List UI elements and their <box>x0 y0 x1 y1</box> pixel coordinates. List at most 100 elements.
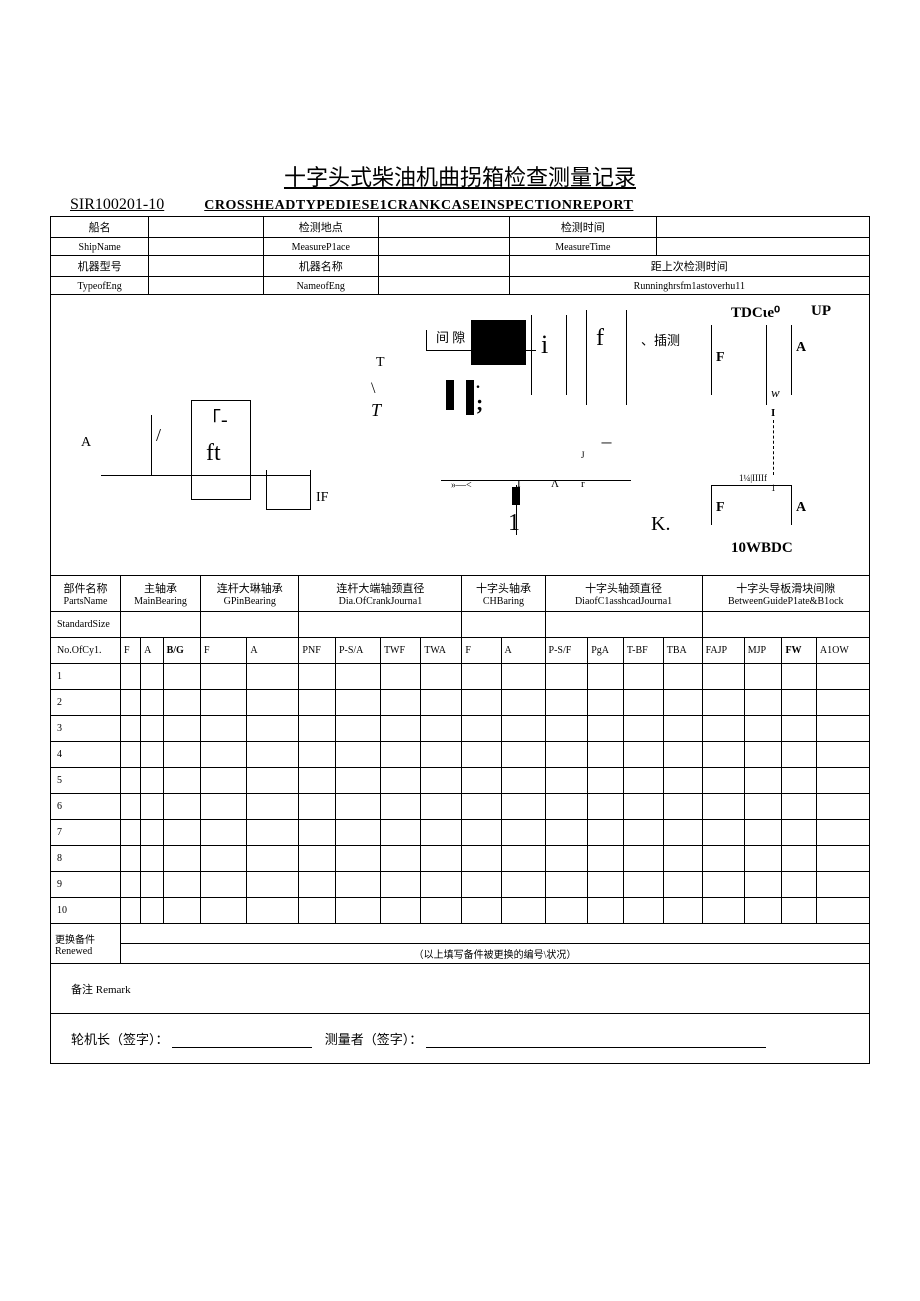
data-cell[interactable] <box>782 690 816 716</box>
data-cell[interactable] <box>163 846 200 872</box>
data-cell[interactable] <box>380 664 420 690</box>
data-cell[interactable] <box>462 846 501 872</box>
data-cell[interactable] <box>623 664 663 690</box>
data-cell[interactable] <box>623 794 663 820</box>
data-cell[interactable] <box>588 846 624 872</box>
ship-value2[interactable] <box>149 238 264 256</box>
data-cell[interactable] <box>163 872 200 898</box>
data-cell[interactable] <box>588 690 624 716</box>
data-cell[interactable] <box>380 690 420 716</box>
data-cell[interactable] <box>588 820 624 846</box>
data-cell[interactable] <box>545 846 588 872</box>
data-cell[interactable] <box>421 846 462 872</box>
data-cell[interactable] <box>121 742 141 768</box>
data-cell[interactable] <box>782 716 816 742</box>
data-cell[interactable] <box>299 768 336 794</box>
engname-value2[interactable] <box>378 277 509 295</box>
data-cell[interactable] <box>299 794 336 820</box>
data-cell[interactable] <box>782 872 816 898</box>
data-cell[interactable] <box>121 664 141 690</box>
place-value2[interactable] <box>378 238 509 256</box>
data-cell[interactable] <box>545 872 588 898</box>
data-cell[interactable] <box>163 716 200 742</box>
data-cell[interactable] <box>623 898 663 924</box>
data-cell[interactable] <box>816 768 869 794</box>
data-cell[interactable] <box>421 820 462 846</box>
place-value[interactable] <box>378 217 509 238</box>
data-cell[interactable] <box>299 664 336 690</box>
data-cell[interactable] <box>744 768 782 794</box>
data-cell[interactable] <box>744 820 782 846</box>
data-cell[interactable] <box>299 690 336 716</box>
renewed-cell[interactable] <box>121 924 870 944</box>
std-cell[interactable] <box>702 612 869 638</box>
data-cell[interactable] <box>545 820 588 846</box>
data-cell[interactable] <box>335 898 380 924</box>
data-cell[interactable] <box>380 716 420 742</box>
data-cell[interactable] <box>782 768 816 794</box>
data-cell[interactable] <box>201 690 247 716</box>
time-value[interactable] <box>657 217 870 238</box>
data-cell[interactable] <box>141 690 164 716</box>
engtype-value[interactable] <box>149 256 264 277</box>
data-cell[interactable] <box>201 872 247 898</box>
data-cell[interactable] <box>501 716 545 742</box>
data-cell[interactable] <box>816 690 869 716</box>
data-cell[interactable] <box>545 690 588 716</box>
data-cell[interactable] <box>623 846 663 872</box>
data-cell[interactable] <box>501 898 545 924</box>
data-cell[interactable] <box>816 794 869 820</box>
data-cell[interactable] <box>380 898 420 924</box>
std-cell[interactable] <box>462 612 545 638</box>
data-cell[interactable] <box>201 768 247 794</box>
data-cell[interactable] <box>663 846 702 872</box>
data-cell[interactable] <box>421 898 462 924</box>
data-cell[interactable] <box>782 794 816 820</box>
data-cell[interactable] <box>462 690 501 716</box>
data-cell[interactable] <box>663 898 702 924</box>
data-cell[interactable] <box>588 716 624 742</box>
data-cell[interactable] <box>744 898 782 924</box>
data-cell[interactable] <box>299 742 336 768</box>
data-cell[interactable] <box>201 716 247 742</box>
data-cell[interactable] <box>744 872 782 898</box>
data-cell[interactable] <box>335 742 380 768</box>
data-cell[interactable] <box>421 872 462 898</box>
data-cell[interactable] <box>501 820 545 846</box>
data-cell[interactable] <box>501 768 545 794</box>
data-cell[interactable] <box>335 768 380 794</box>
data-cell[interactable] <box>702 768 744 794</box>
data-cell[interactable] <box>247 664 299 690</box>
data-cell[interactable] <box>462 742 501 768</box>
data-cell[interactable] <box>588 872 624 898</box>
data-cell[interactable] <box>623 742 663 768</box>
data-cell[interactable] <box>702 898 744 924</box>
data-cell[interactable] <box>141 664 164 690</box>
data-cell[interactable] <box>702 664 744 690</box>
data-cell[interactable] <box>121 872 141 898</box>
data-cell[interactable] <box>163 690 200 716</box>
data-cell[interactable] <box>782 898 816 924</box>
data-cell[interactable] <box>623 768 663 794</box>
data-cell[interactable] <box>816 716 869 742</box>
ship-value[interactable] <box>149 217 264 238</box>
data-cell[interactable] <box>663 742 702 768</box>
data-cell[interactable] <box>462 768 501 794</box>
data-cell[interactable] <box>335 872 380 898</box>
data-cell[interactable] <box>744 742 782 768</box>
data-cell[interactable] <box>380 768 420 794</box>
std-cell[interactable] <box>201 612 299 638</box>
chief-sign-line[interactable] <box>172 1034 312 1048</box>
data-cell[interactable] <box>247 742 299 768</box>
data-cell[interactable] <box>744 664 782 690</box>
data-cell[interactable] <box>380 846 420 872</box>
data-cell[interactable] <box>299 716 336 742</box>
data-cell[interactable] <box>335 794 380 820</box>
data-cell[interactable] <box>816 846 869 872</box>
data-cell[interactable] <box>163 794 200 820</box>
data-cell[interactable] <box>247 794 299 820</box>
data-cell[interactable] <box>744 846 782 872</box>
data-cell[interactable] <box>141 820 164 846</box>
data-cell[interactable] <box>782 742 816 768</box>
data-cell[interactable] <box>588 794 624 820</box>
